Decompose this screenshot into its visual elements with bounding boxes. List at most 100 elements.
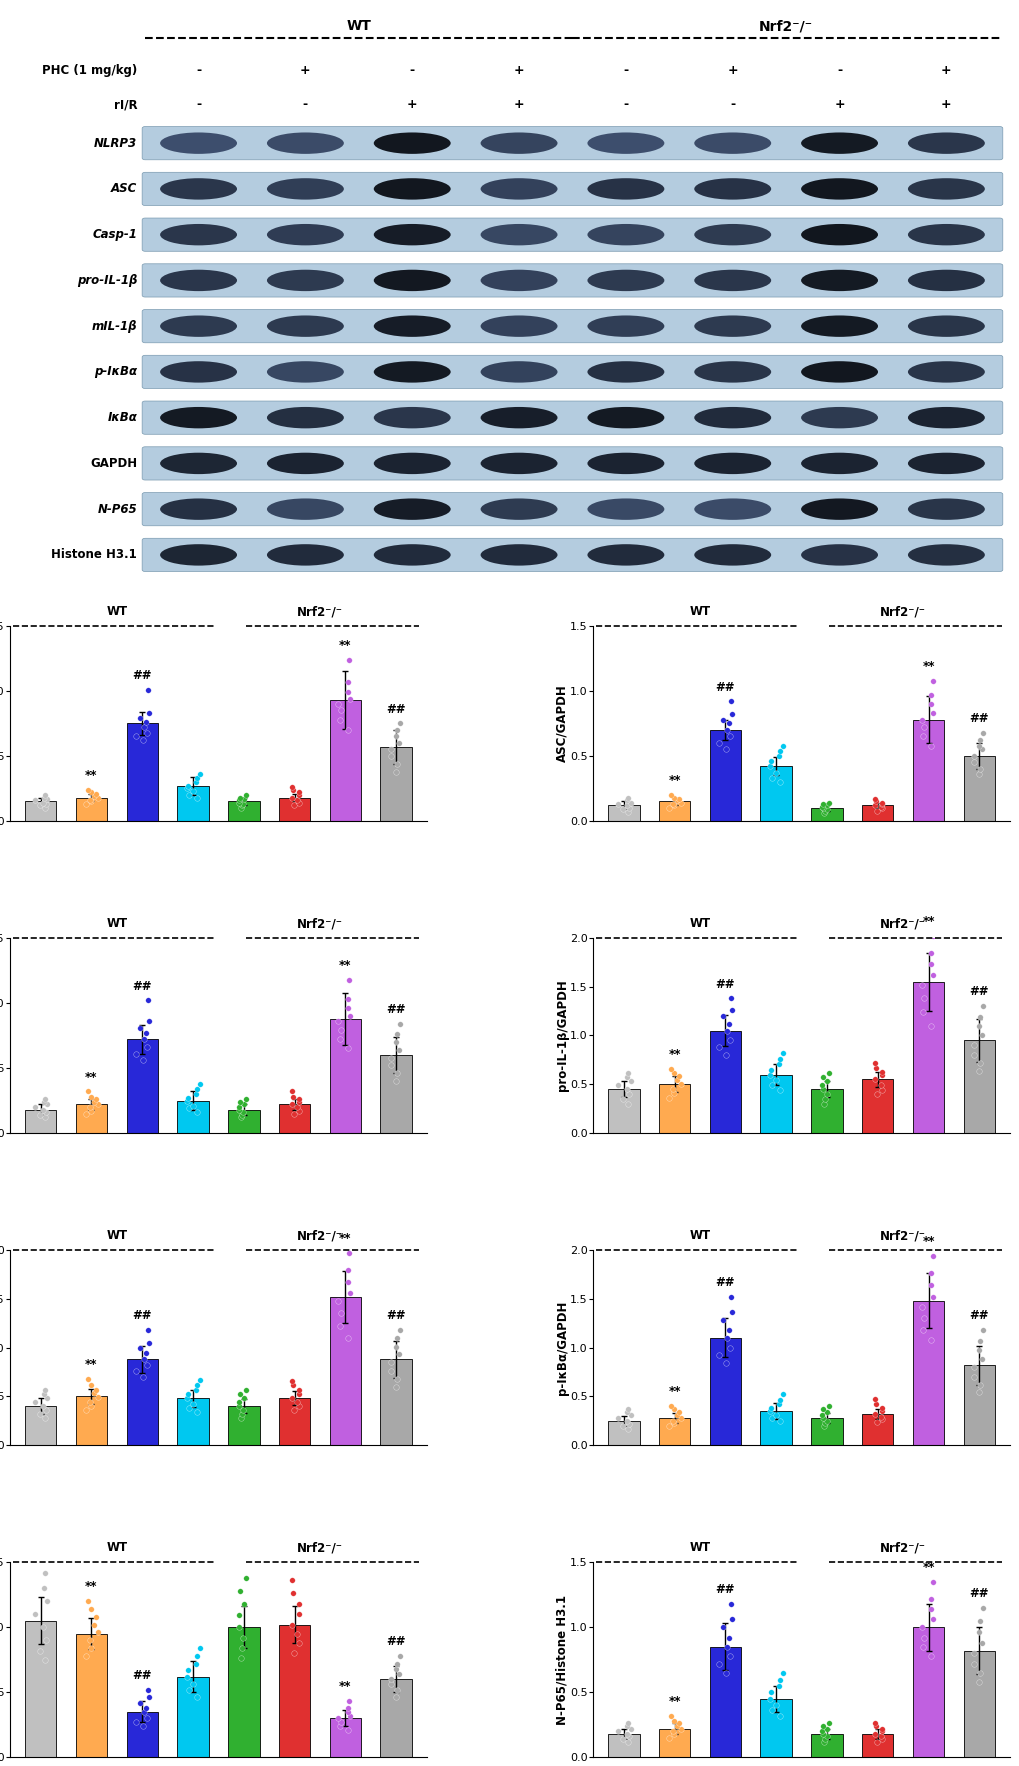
Bar <box>228 1109 260 1134</box>
Point <box>971 1658 987 1687</box>
Point <box>718 715 735 743</box>
Ellipse shape <box>800 178 877 200</box>
Text: +: + <box>514 99 524 111</box>
Text: **: ** <box>667 1385 680 1399</box>
Point <box>382 1356 398 1385</box>
Point <box>83 1083 99 1111</box>
Point <box>763 1404 780 1432</box>
Point <box>83 788 99 816</box>
Point <box>817 1406 834 1434</box>
Ellipse shape <box>267 224 343 245</box>
Point <box>341 1687 358 1715</box>
Point <box>388 749 405 777</box>
Point <box>618 791 634 819</box>
Bar <box>658 1418 690 1445</box>
Point <box>189 1098 205 1127</box>
Point <box>388 1365 405 1393</box>
Point <box>235 1589 252 1618</box>
Point <box>912 971 928 1000</box>
Point <box>771 768 788 796</box>
Bar <box>380 747 412 821</box>
Point <box>189 1370 205 1399</box>
Ellipse shape <box>800 498 877 519</box>
Bar <box>75 1634 107 1757</box>
Ellipse shape <box>694 452 770 473</box>
Point <box>189 765 205 793</box>
Point <box>339 1324 356 1353</box>
Point <box>762 747 779 775</box>
Point <box>83 1370 99 1399</box>
Text: **: ** <box>86 1358 98 1370</box>
Bar <box>759 1411 791 1445</box>
Text: **: ** <box>86 768 98 782</box>
Point <box>189 1683 205 1711</box>
Point <box>289 786 306 814</box>
Point <box>332 705 348 733</box>
Point <box>619 786 635 814</box>
Point <box>90 784 106 812</box>
Point <box>614 1725 631 1754</box>
Ellipse shape <box>907 316 984 337</box>
Point <box>815 1090 832 1118</box>
Point <box>290 1376 307 1404</box>
Text: +: + <box>300 64 311 76</box>
Point <box>36 1612 52 1641</box>
Point <box>180 1095 197 1123</box>
Bar <box>607 805 639 821</box>
Text: **: ** <box>339 959 352 971</box>
Point <box>127 1708 144 1736</box>
Point <box>662 1392 679 1420</box>
Point <box>138 1019 154 1047</box>
Point <box>662 1054 679 1083</box>
Point <box>915 1623 931 1651</box>
Point <box>664 789 681 818</box>
Point <box>178 1086 195 1114</box>
Point <box>820 1392 837 1420</box>
Point <box>231 1381 248 1409</box>
Ellipse shape <box>907 132 984 154</box>
Point <box>82 786 98 814</box>
Point <box>770 1386 787 1415</box>
Point <box>339 678 356 706</box>
Point <box>815 1727 832 1755</box>
Point <box>387 722 404 751</box>
Point <box>231 1392 248 1420</box>
Ellipse shape <box>480 178 557 200</box>
Ellipse shape <box>907 178 984 200</box>
Bar <box>278 1399 310 1445</box>
Bar <box>329 1019 361 1134</box>
Point <box>184 1671 201 1699</box>
Ellipse shape <box>267 270 343 291</box>
Point <box>971 754 987 782</box>
Ellipse shape <box>267 132 343 154</box>
Text: -: - <box>196 99 201 111</box>
Point <box>971 1049 987 1077</box>
Point <box>873 789 890 818</box>
Bar <box>963 1651 995 1757</box>
Ellipse shape <box>800 544 877 565</box>
Point <box>817 1079 834 1107</box>
Bar <box>278 1625 310 1757</box>
Point <box>233 1100 250 1128</box>
Point <box>866 1720 882 1748</box>
Text: **: ** <box>921 915 933 929</box>
Point <box>722 984 739 1012</box>
Point <box>387 1683 404 1711</box>
Point <box>235 1090 252 1118</box>
Text: pro-IL-1β: pro-IL-1β <box>76 274 137 286</box>
Text: -: - <box>730 99 735 111</box>
Ellipse shape <box>587 224 663 245</box>
Text: ##: ## <box>132 980 152 992</box>
Point <box>974 719 990 747</box>
Point <box>86 1379 102 1408</box>
Text: WT: WT <box>106 1229 127 1241</box>
Point <box>36 1392 52 1420</box>
Y-axis label: N-P65/Histone H3.1: N-P65/Histone H3.1 <box>555 1595 569 1725</box>
Point <box>127 1040 144 1068</box>
Text: Nrf2⁻/⁻: Nrf2⁻/⁻ <box>879 917 925 931</box>
Point <box>965 749 981 777</box>
Point <box>771 1075 788 1104</box>
Ellipse shape <box>694 544 770 565</box>
Point <box>622 789 638 818</box>
Ellipse shape <box>160 316 236 337</box>
